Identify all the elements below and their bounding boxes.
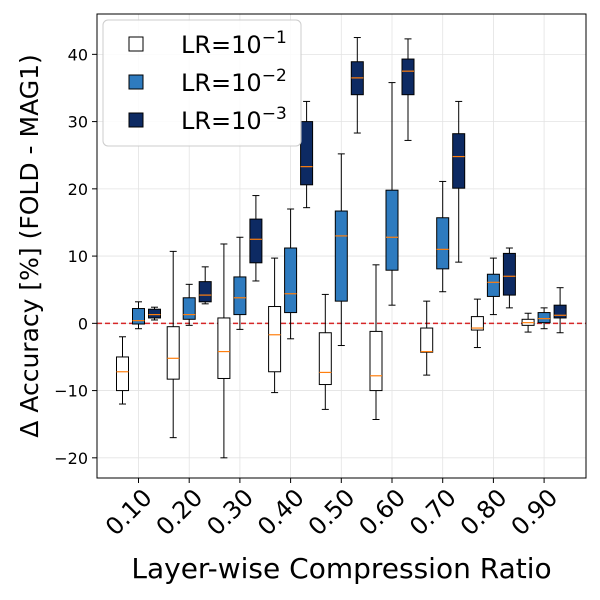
box-body [233,276,247,316]
legend-label-exponent: −2 [262,66,287,86]
box-body [369,330,383,392]
box-3-0.90 [553,287,567,334]
box-2-0.60 [385,82,399,306]
box-2-0.40 [284,208,298,340]
y-tick-label: −10 [54,382,88,401]
box-3-0.50 [350,37,364,134]
y-tick-label: 40 [68,45,88,64]
y-tick-label: −20 [54,449,88,468]
box-body [401,58,415,96]
box-2-0.30 [233,236,247,330]
box-1-0.70 [420,300,434,376]
legend-label-base: LR=10 [181,69,262,97]
x-tick-label: 0.50 [303,484,361,542]
box-1-0.20 [166,250,180,439]
box-1-0.30 [217,243,231,459]
box-2-0.90 [537,307,551,330]
box-body [166,326,180,380]
legend-label: LR=10−3 [181,104,287,135]
x-tick-label: 0.10 [100,484,158,542]
box-body [217,317,231,379]
box-3-0.60 [401,38,415,141]
box-3-0.40 [300,100,314,209]
legend: LR=10−1LR=10−2LR=10−3 [102,19,302,147]
box-2-0.10 [132,301,145,330]
box-2-0.50 [334,153,348,347]
box-2-0.70 [436,180,450,293]
legend-swatch [128,74,144,90]
box-body [182,297,196,320]
box-3-0.30 [249,195,263,282]
legend-label-exponent: −1 [262,28,287,48]
x-tick-label: 0.60 [354,484,412,542]
legend-label: LR=10−1 [181,28,287,59]
box-body [385,189,399,271]
y-tick-label: 10 [68,247,88,266]
x-axis-title: Layer-wise Compression Ratio [131,552,551,585]
box-body [553,304,567,319]
legend-frame [102,19,302,147]
box-body [502,252,516,296]
box-body [420,327,434,353]
box-body [268,306,282,373]
box-body [300,121,314,186]
box-body [436,217,450,270]
box-3-0.20 [198,266,212,305]
x-tick-label: 0.80 [455,484,513,542]
box-body [318,332,332,386]
legend-label-exponent: −3 [262,104,287,124]
box-3-0.70 [452,100,466,263]
box-body [334,210,348,302]
box-body [537,312,551,324]
x-tick-label: 0.20 [151,484,209,542]
box-2-0.20 [182,283,196,326]
box-3-0.10 [148,306,161,321]
box-body [198,281,212,303]
box-body [148,308,161,319]
box-body [284,247,298,314]
y-tick-label: 0 [78,314,88,333]
box-2-0.80 [486,257,500,316]
x-tick-label: 0.40 [252,484,310,542]
y-tick-label: 30 [68,113,88,132]
x-tick-label: 0.70 [404,484,462,542]
box-1-0.50 [318,293,332,410]
box-1-0.10 [116,336,129,405]
legend-label: LR=10−2 [181,66,287,97]
box-1-0.60 [369,264,383,420]
box-body [132,308,145,325]
box-body [486,273,500,297]
y-tick-label: 20 [68,180,88,199]
x-tick-label: 0.90 [506,484,564,542]
y-axis-title: Δ Accuracy [%] (FOLD - MAG1) [15,54,44,438]
box-3-0.80 [502,247,516,309]
box-body [452,133,466,189]
box-body [249,218,263,264]
box-layer [116,37,567,459]
box-1-0.80 [470,298,484,349]
box-body [116,356,129,392]
box-body [470,316,484,331]
box-1-0.40 [268,257,282,394]
legend-label-base: LR=10 [181,31,262,59]
box-1-0.90 [521,312,535,333]
legend-swatch [128,36,144,52]
legend-swatch [128,112,144,128]
x-tick-label: 0.30 [201,484,259,542]
legend-label-base: LR=10 [181,107,262,135]
